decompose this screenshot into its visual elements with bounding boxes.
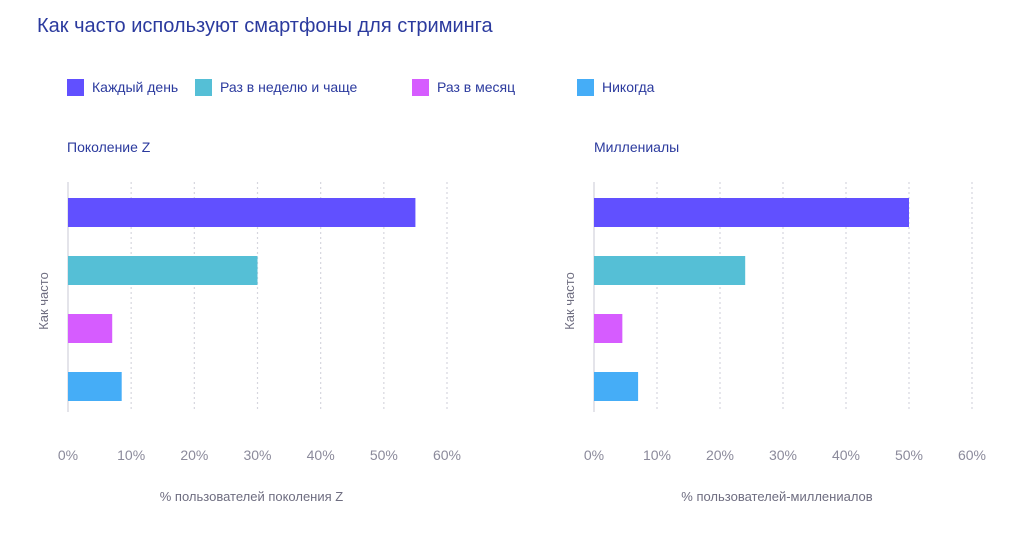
gen-z-bar-1 — [68, 198, 416, 227]
gen-z-bar-3 — [68, 314, 113, 343]
legend-swatch-monthly — [412, 78, 429, 96]
millennials-tick-label: 0% — [584, 447, 604, 463]
chart-title: Как часто используют смартфоны для стрим… — [37, 15, 493, 37]
gen-z-tick-label: 50% — [370, 447, 398, 463]
millennials-tick-label: 20% — [706, 447, 734, 463]
millennials-tick-label: 10% — [643, 447, 671, 463]
legend-label-never: Никогда — [602, 79, 655, 95]
gen-z-bar-2 — [68, 256, 258, 285]
gen-z-tick-label: 40% — [307, 447, 335, 463]
legend-swatch-weekly — [195, 78, 212, 96]
legend-label-weekly: Раз в неделю и чаще — [220, 79, 358, 95]
millennials-bar-3 — [594, 314, 623, 343]
millennials-tick-label: 50% — [895, 447, 923, 463]
gen-z-tick-label: 0% — [58, 447, 78, 463]
gen-z-tick-label: 10% — [117, 447, 145, 463]
gen-z-bar-4 — [68, 372, 122, 401]
gen-z-x-axis-title: % пользователей поколения Z — [160, 489, 344, 504]
legend-swatch-daily — [67, 78, 84, 96]
panel-title-gen-z: Поколение Z — [67, 139, 151, 155]
legend-label-daily: Каждый день — [92, 79, 179, 95]
legend-label-monthly: Раз в месяц — [437, 79, 516, 95]
gen-z-y-axis-title: Как часто — [36, 272, 51, 330]
legend-item-monthly: Раз в месяц — [412, 78, 515, 96]
millennials-tick-label: 60% — [958, 447, 986, 463]
millennials-bar-4 — [594, 372, 639, 401]
gen-z-tick-label: 20% — [180, 447, 208, 463]
panel-title-millennials: Миллениалы — [594, 139, 680, 155]
millennials-bar-1 — [594, 198, 909, 227]
millennials-tick-label: 40% — [832, 447, 860, 463]
gen-z-tick-label: 60% — [433, 447, 461, 463]
legend-swatch-never — [577, 78, 594, 96]
millennials-bar-2 — [594, 256, 746, 285]
millennials-y-axis-title: Как часто — [562, 272, 577, 330]
gen-z-tick-label: 30% — [243, 447, 271, 463]
millennials-tick-label: 30% — [769, 447, 797, 463]
millennials-x-axis-title: % пользователей-миллениалов — [681, 489, 873, 504]
legend-item-never: Никогда — [577, 78, 654, 96]
legend-item-weekly: Раз в неделю и чаще — [195, 78, 357, 96]
legend-item-daily: Каждый день — [67, 78, 178, 96]
